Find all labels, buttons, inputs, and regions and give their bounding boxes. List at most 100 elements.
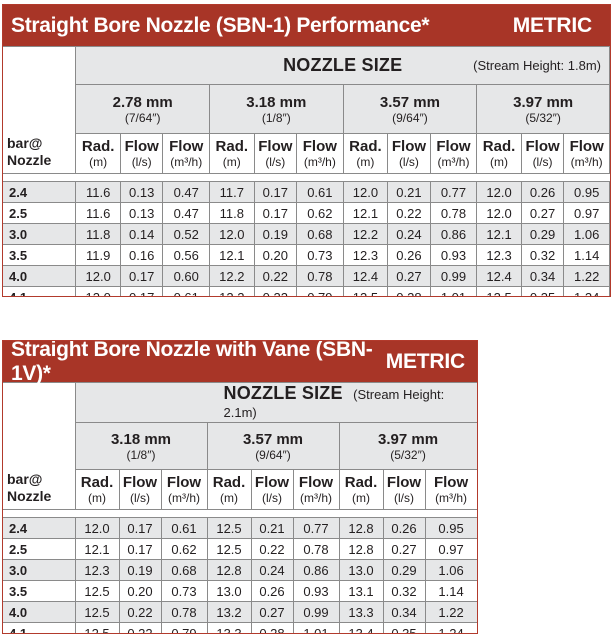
table-cell: 0.22 xyxy=(250,538,294,560)
table-cell: 1.14 xyxy=(563,244,610,266)
table-cell: 0.17 xyxy=(119,286,164,296)
table-cell: 0.78 xyxy=(296,265,344,287)
table-cell: 0.86 xyxy=(292,559,340,581)
size-header-3: 3.57 mm (9/64″) xyxy=(342,84,478,134)
col-rad: Rad. (m) xyxy=(74,469,120,510)
col-flow-ls: Flow (l/s) xyxy=(118,469,162,510)
table-cell: 0.86 xyxy=(429,223,478,245)
table-cell: 1.01 xyxy=(429,286,478,296)
table-cell: 0.26 xyxy=(382,517,426,539)
table-cell: 12.0 xyxy=(476,202,522,224)
table-row: 3.0 11.8 0.14 0.52 12.0 0.19 0.68 12.2 0.24 0.86 1… xyxy=(3,223,610,245)
table-cell: 0.93 xyxy=(429,244,478,266)
table-cell: 1.06 xyxy=(424,559,477,581)
col-flow-ls: Flow (l/s) xyxy=(382,469,426,510)
table-cell: 0.29 xyxy=(382,559,426,581)
table-cell: 1.14 xyxy=(424,580,477,602)
table-cell: 0.95 xyxy=(563,181,610,203)
col-rad: Rad. (m) xyxy=(75,133,121,174)
table-cell: 0.21 xyxy=(387,181,431,203)
table-cell: 0.95 xyxy=(424,517,477,539)
table-cell: 12.3 xyxy=(74,559,120,581)
table-cell: 12.8 xyxy=(206,559,252,581)
units-label: METRIC xyxy=(385,349,465,373)
size-header-2: 3.18 mm (1/8″) xyxy=(209,84,344,134)
row-bar-value: 4.1 xyxy=(3,622,76,633)
table-cell: 1.06 xyxy=(563,223,610,245)
table-cell: 0.99 xyxy=(292,601,340,623)
table-cell: 0.22 xyxy=(387,202,431,224)
table-title: Straight Bore Nozzle (SBN-1) Performance… xyxy=(11,13,430,37)
col-rad: Rad. (m) xyxy=(476,133,522,174)
table-header-bar: Straight Bore Nozzle (SBN-1) Performance… xyxy=(3,5,610,46)
row-bar-value: 4.0 xyxy=(3,265,77,287)
corner-cell: bar@ Nozzle xyxy=(3,46,77,174)
table-title: Straight Bore Nozzle with Vane (SBN-1V)* xyxy=(11,340,373,385)
col-flow-ls: Flow (l/s) xyxy=(253,133,298,174)
table-cell: 12.2 xyxy=(342,223,389,245)
table-cell: 11.6 xyxy=(75,181,121,203)
table-cell: 12.4 xyxy=(342,265,389,287)
col-rad: Rad. (m) xyxy=(338,469,384,510)
table-cell: 0.78 xyxy=(160,601,208,623)
table-cell: 0.16 xyxy=(119,244,164,266)
nozzle-size-label: NOZZLE SIZE xyxy=(223,383,343,403)
table-cell: 12.8 xyxy=(338,538,384,560)
table-cell: 12.5 xyxy=(476,286,522,296)
nozzle-size-label: NOZZLE SIZE xyxy=(283,55,403,75)
table-cell: 0.78 xyxy=(429,202,478,224)
table-cell: 0.35 xyxy=(520,286,565,296)
table-cell: 0.68 xyxy=(296,223,344,245)
table-cell: 12.5 xyxy=(74,601,120,623)
row-label-line2: Nozzle xyxy=(7,488,52,504)
table-cell: 0.52 xyxy=(162,223,211,245)
table-cell: 0.13 xyxy=(119,202,164,224)
table-cell: 12.1 xyxy=(209,244,255,266)
table-cell: 13.4 xyxy=(338,622,384,633)
performance-grid: bar@ Nozzle NOZZLE SIZE (Stream Height: … xyxy=(3,382,477,633)
table-cell: 12.8 xyxy=(338,517,384,539)
table-row: 4.1 12.0 0.17 0.61 12.2 0.22 0.79 12.5 0.28 1.01 1… xyxy=(3,286,610,296)
row-bar-value: 2.5 xyxy=(3,202,77,224)
table-cell: 12.5 xyxy=(342,286,389,296)
table-cell: 0.14 xyxy=(119,223,164,245)
table-cell: 13.0 xyxy=(206,580,252,602)
table-cell: 0.24 xyxy=(387,223,431,245)
table-cell: 12.5 xyxy=(206,517,252,539)
table-cell: 0.32 xyxy=(520,244,565,266)
table-row: 2.5 12.1 0.17 0.62 12.5 0.22 0.78 12.8 0.27 0.97 xyxy=(3,538,477,560)
table-cell: 0.79 xyxy=(296,286,344,296)
col-flow-m3h: Flow (m³/h) xyxy=(160,469,208,510)
table-row: 4.1 12.5 0.22 0.79 13.3 0.28 1.01 13.4 0.35 1.24 xyxy=(3,622,477,633)
table-cell: 13.2 xyxy=(206,601,252,623)
col-rad: Rad. (m) xyxy=(209,133,255,174)
row-bar-value: 3.0 xyxy=(3,559,76,581)
col-flow-ls: Flow (l/s) xyxy=(119,133,164,174)
table-cell: 0.29 xyxy=(520,223,565,245)
row-bar-value: 3.0 xyxy=(3,223,77,245)
table-cell: 12.4 xyxy=(476,265,522,287)
table-cell: 11.8 xyxy=(75,223,121,245)
table-cell: 0.93 xyxy=(292,580,340,602)
table-cell: 13.3 xyxy=(206,622,252,633)
table-cell: 0.62 xyxy=(296,202,344,224)
table-cell: 0.68 xyxy=(160,559,208,581)
table-cell: 1.22 xyxy=(424,601,477,623)
table-cell: 0.17 xyxy=(119,265,164,287)
row-bar-value: 2.4 xyxy=(3,181,77,203)
size-header-1: 3.18 mm (1/8″) xyxy=(74,422,208,470)
table-row: 2.5 11.6 0.13 0.47 11.8 0.17 0.62 12.1 0.22 0.78 1… xyxy=(3,202,610,224)
stream-height: (Stream Height: 1.8m) xyxy=(473,58,601,73)
table-cell: 0.26 xyxy=(520,181,565,203)
table-cell: 12.2 xyxy=(209,286,255,296)
table-row: 3.5 12.5 0.20 0.73 13.0 0.26 0.93 13.1 0.32 1.14 xyxy=(3,580,477,602)
table-cell: 0.28 xyxy=(250,622,294,633)
table-cell: 0.27 xyxy=(387,265,431,287)
table-cell: 0.73 xyxy=(160,580,208,602)
table-cell: 0.27 xyxy=(250,601,294,623)
table-cell: 11.7 xyxy=(209,181,255,203)
table-cell: 11.9 xyxy=(75,244,121,266)
table-cell: 0.27 xyxy=(520,202,565,224)
table-cell: 11.8 xyxy=(209,202,255,224)
table-cell: 1.24 xyxy=(424,622,477,633)
